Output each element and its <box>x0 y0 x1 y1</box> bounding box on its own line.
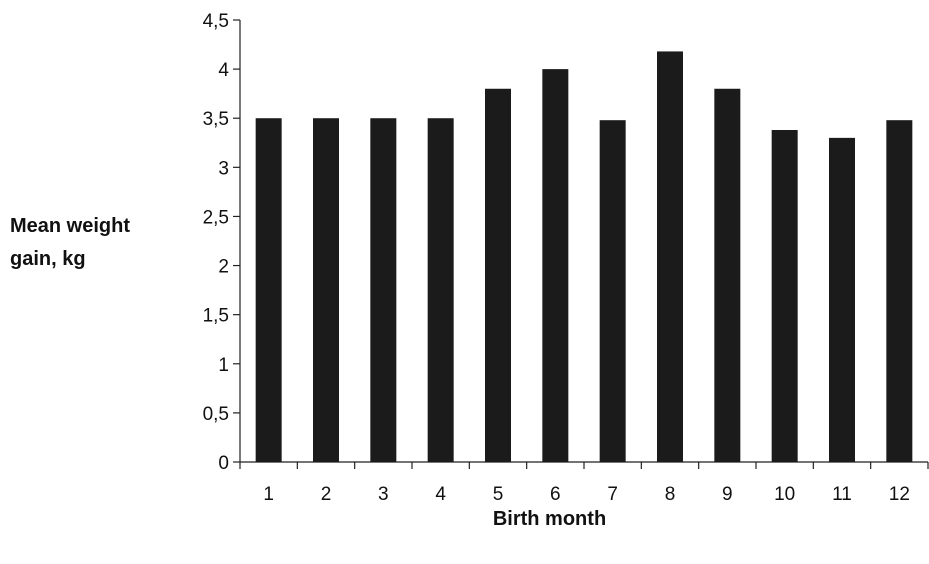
x-tick-label: 2 <box>321 484 332 505</box>
y-tick-label: 2,5 <box>203 207 229 228</box>
x-tick-label: 12 <box>889 484 910 505</box>
x-tick-label: 4 <box>435 484 446 505</box>
y-tick-label: 4,5 <box>203 11 229 32</box>
y-tick-label: 1,5 <box>203 306 229 327</box>
x-tick-label: 11 <box>832 484 852 505</box>
bar <box>485 88 511 462</box>
bar <box>313 118 339 462</box>
y-axis-label: Mean weight gain, kg <box>10 215 131 270</box>
x-tick-label: 10 <box>774 484 795 505</box>
x-tick-label: 5 <box>493 484 504 505</box>
x-tick-label: 7 <box>607 484 618 505</box>
bar <box>427 118 454 462</box>
y-tick-label: 1 <box>218 355 229 376</box>
bar <box>886 120 913 462</box>
bar <box>599 120 626 462</box>
y-tick-label: 0 <box>218 453 229 474</box>
y-tick-label: 0,5 <box>203 404 229 425</box>
bar <box>255 118 282 462</box>
bar <box>829 137 855 462</box>
bar <box>542 69 569 462</box>
x-tick-label: 8 <box>665 484 676 505</box>
y-tick-label: 2 <box>218 257 229 278</box>
x-axis-label: Birth month <box>492 508 607 530</box>
x-tick-label: 6 <box>550 484 561 505</box>
y-tick-label: 4 <box>218 60 229 81</box>
bar <box>771 130 798 462</box>
bar <box>657 51 683 462</box>
y-axis: 0 0,5 1 1,5 2 2,5 3 3,5 4 4,5 <box>203 11 241 474</box>
x-tick-label: 3 <box>378 484 389 505</box>
x-axis: 1 2 3 4 5 6 7 8 9 10 11 12 <box>239 461 929 505</box>
x-tick-label: 1 <box>263 484 274 505</box>
x-tick-label: 9 <box>722 484 733 505</box>
bar <box>714 88 741 462</box>
bars <box>255 51 913 462</box>
y-tick-label: 3 <box>218 158 229 179</box>
bar <box>370 118 397 462</box>
y-tick-label: 3,5 <box>203 109 229 130</box>
